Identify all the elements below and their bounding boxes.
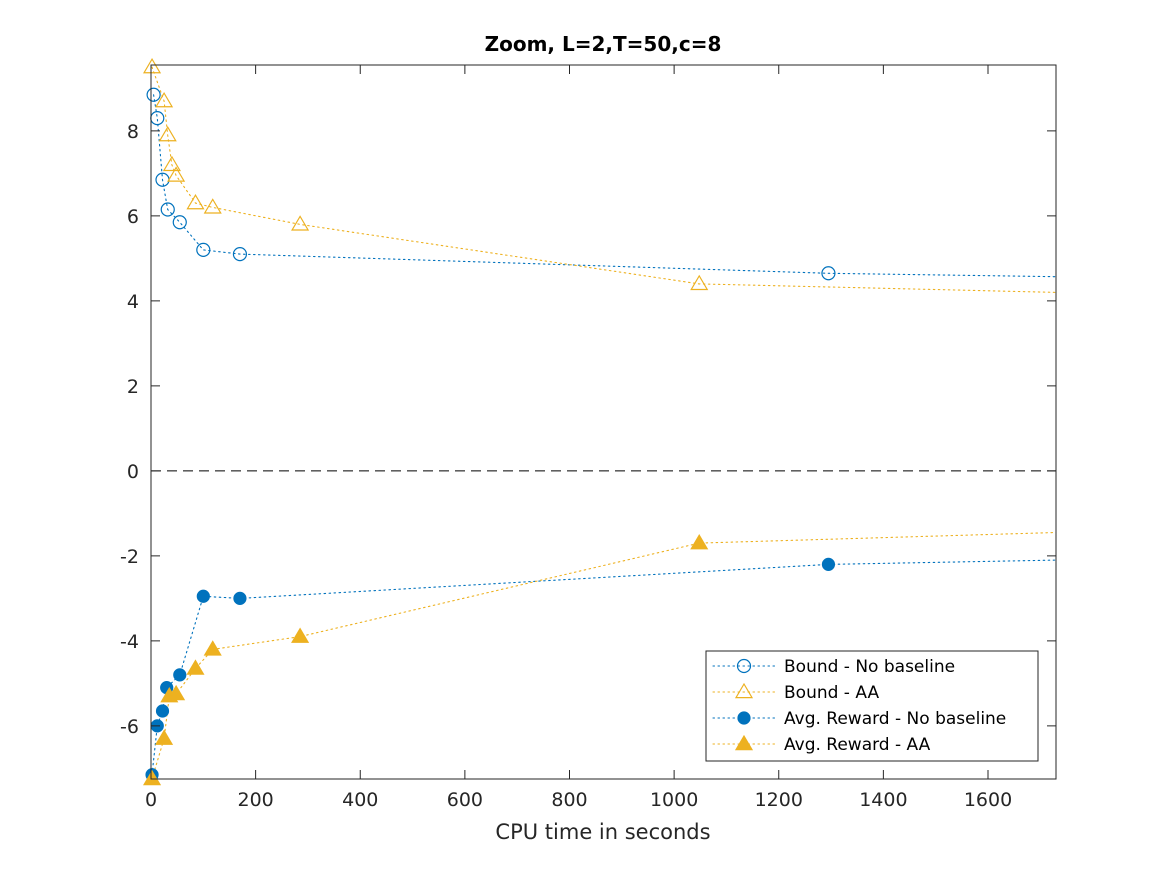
legend-marker-3 (734, 734, 754, 751)
legend-entry-2: Avg. Reward - No baseline (712, 709, 1006, 729)
series-1-point-3 (162, 155, 181, 172)
series-3-point-0 (142, 769, 162, 786)
y-tick-label-5: 4 (127, 291, 139, 313)
legend-label-2: Avg. Reward - No baseline (784, 709, 1006, 729)
series-1-point-5 (186, 193, 205, 210)
y-tick-label-2: -2 (120, 546, 139, 568)
series-line-3 (151, 531, 1056, 779)
legend: Bound - No baseline Bound - AA Avg. Reward… (705, 650, 1039, 762)
series-1-point-2 (158, 125, 177, 142)
y-tick-label-1: -4 (120, 631, 139, 653)
series-0-point-4 (172, 215, 187, 230)
legend-marker-0 (736, 658, 752, 674)
series-3-point-3 (167, 684, 186, 701)
legend-entry-0: Bound - No baseline (712, 657, 955, 677)
series-2-point-4 (173, 668, 187, 682)
x-axis-ticks: 0 200 400 600 800 1000 1200 1400 1600 (145, 65, 1012, 811)
series-1-point-6 (203, 198, 222, 214)
series-1-point-1 (155, 91, 174, 108)
series-3-point-5 (203, 640, 222, 656)
chart-title: Zoom, L=2,T=50,c=8 (485, 32, 722, 56)
x-tick-label-7: 1400 (859, 789, 907, 811)
x-tick-label-8: 1600 (964, 789, 1012, 811)
series-0-point-7 (821, 266, 836, 281)
x-tick-label-4: 800 (551, 789, 587, 811)
series-2-point-6 (233, 591, 247, 605)
series-0-point-6 (232, 247, 248, 262)
x-tick-label-2: 400 (342, 789, 378, 811)
legend-marker-1 (734, 682, 754, 699)
series-0-point-0 (146, 87, 161, 102)
x-tick-label-0: 0 (145, 789, 157, 811)
plot-frame (150, 64, 1057, 780)
series-3-point-6 (291, 627, 310, 643)
series-1-point-0 (142, 57, 162, 74)
y-tick-label-7: 8 (127, 121, 139, 143)
legend-entry-3: Avg. Reward - AA (712, 734, 931, 755)
series-1-point-7 (291, 215, 310, 231)
legend-marker-2 (737, 711, 751, 725)
x-tick-label-3: 600 (447, 789, 483, 811)
y-tick-label-0: -6 (120, 716, 139, 738)
series-2-point-7 (821, 557, 836, 571)
series-3-point-4 (186, 659, 205, 675)
series-markers (142, 57, 836, 786)
legend-label-3: Avg. Reward - AA (784, 735, 931, 755)
y-tick-label-4: 2 (127, 376, 139, 398)
series-3-point-7 (690, 533, 709, 550)
series-3-point-1 (155, 729, 174, 745)
legend-label-1: Bound - AA (784, 683, 879, 703)
x-tick-label-6: 1200 (755, 789, 803, 811)
legend-box (705, 650, 1039, 762)
series-1-point-8 (690, 274, 709, 291)
x-axis-label: CPU time in seconds (495, 820, 710, 844)
series-2-point-2 (155, 704, 170, 718)
legend-label-0: Bound - No baseline (784, 657, 955, 677)
series-0-point-5 (196, 242, 211, 257)
x-tick-label-5: 1000 (650, 789, 698, 811)
y-tick-label-6: 6 (127, 206, 139, 228)
y-axis-ticks: -6 -4 -2 0 2 4 6 8 (120, 121, 1056, 738)
series-1-point-4 (167, 166, 186, 182)
series-2-point-5 (196, 589, 210, 603)
series-0-point-3 (160, 202, 175, 217)
legend-entry-1: Bound - AA (712, 682, 879, 703)
y-tick-label-3: 0 (127, 461, 139, 483)
x-tick-label-1: 200 (237, 789, 273, 811)
